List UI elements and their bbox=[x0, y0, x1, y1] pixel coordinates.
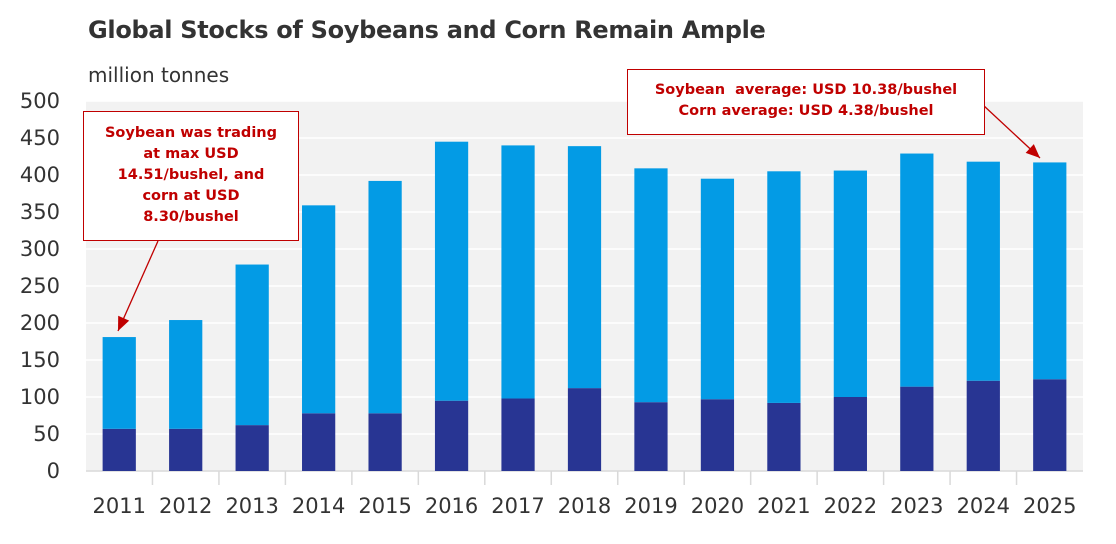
callout-2025-line: Soybean average: USD 10.38/bushel bbox=[654, 82, 958, 98]
arrow-2011-line bbox=[117, 240, 159, 332]
y-tick-label: 250 bbox=[20, 274, 60, 298]
x-tick-label: 2015 bbox=[358, 494, 411, 518]
bar-segment-bottom bbox=[833, 397, 867, 471]
y-tick-label: 500 bbox=[20, 89, 60, 113]
x-tick-label: 2022 bbox=[824, 494, 877, 518]
bar-segment-top bbox=[900, 153, 934, 387]
x-tick-label: 2012 bbox=[159, 494, 212, 518]
callout-2011-line: corn at USD bbox=[142, 188, 240, 204]
chart-title: Global Stocks of Soybeans and Corn Remai… bbox=[88, 16, 766, 44]
x-tick-label: 2019 bbox=[624, 494, 677, 518]
bar-segment-bottom bbox=[501, 398, 535, 471]
y-tick-label: 400 bbox=[20, 163, 60, 187]
x-tick-label: 2024 bbox=[957, 494, 1010, 518]
x-tick-label: 2018 bbox=[558, 494, 611, 518]
bar-segment-bottom bbox=[900, 386, 934, 471]
y-tick-label: 300 bbox=[20, 237, 60, 261]
bar-segment-bottom bbox=[634, 402, 668, 471]
callout-2011-line: at max USD bbox=[143, 146, 239, 162]
callout-arrows bbox=[117, 104, 1041, 332]
y-tick-label: 350 bbox=[20, 200, 60, 224]
arrow-2025-head bbox=[1025, 144, 1040, 158]
x-tick-label: 2014 bbox=[292, 494, 345, 518]
y-tick-label: 0 bbox=[47, 459, 60, 483]
bar-segment-top bbox=[169, 320, 203, 429]
bar-segment-bottom bbox=[966, 380, 1000, 471]
bar-segment-top bbox=[235, 264, 269, 426]
callout-2025: Soybean average: USD 10.38/bushel Corn a… bbox=[627, 69, 985, 135]
bar-segment-top bbox=[501, 145, 535, 399]
bar-segment-top bbox=[368, 180, 402, 414]
bar-segment-top bbox=[567, 146, 602, 389]
x-tick-label: 2023 bbox=[890, 494, 943, 518]
callout-2011-line: 8.30/bushel bbox=[143, 209, 239, 225]
bar-segment-bottom bbox=[767, 402, 801, 471]
y-axis: 0 50 100 150 200 250 300 350 400 450 500 bbox=[20, 89, 60, 483]
bar-segment-top bbox=[634, 168, 668, 403]
bar-segment-top bbox=[102, 337, 136, 429]
y-tick-label: 450 bbox=[20, 126, 60, 150]
bar-segment-top bbox=[1033, 162, 1067, 380]
callout-2011-line: 14.51/bushel, and bbox=[117, 167, 265, 183]
bar-segment-bottom bbox=[368, 413, 402, 471]
x-tick-label: 2011 bbox=[93, 494, 146, 518]
bars bbox=[102, 141, 1067, 471]
x-tick-label: 2025 bbox=[1023, 494, 1076, 518]
arrow-2011-head bbox=[118, 315, 130, 331]
bar-segment-bottom bbox=[434, 400, 469, 471]
bar-segment-top bbox=[767, 171, 801, 403]
x-tick-label: 2017 bbox=[491, 494, 544, 518]
x-tick-label: 2021 bbox=[757, 494, 810, 518]
bar-segment-top bbox=[833, 170, 867, 397]
x-tick-label: 2020 bbox=[691, 494, 744, 518]
bar-segment-top bbox=[302, 205, 336, 414]
bar-segment-bottom bbox=[235, 425, 269, 471]
bar-segment-bottom bbox=[1033, 379, 1067, 471]
callout-2011-line: Soybean was trading bbox=[104, 125, 277, 141]
x-tick-label: 2016 bbox=[425, 494, 478, 518]
bar-segment-bottom bbox=[169, 428, 203, 471]
unit-label: million tonnes bbox=[88, 63, 230, 87]
bar-segment-top bbox=[434, 141, 469, 401]
y-tick-label: 100 bbox=[20, 385, 60, 409]
x-axis: 2011 2012 2013 2014 2015 2016 2017 2018 2019 2020… bbox=[86, 470, 1083, 518]
y-tick-label: 200 bbox=[20, 311, 60, 335]
bar-segment-top bbox=[966, 161, 1000, 381]
x-tick-label: 2013 bbox=[225, 494, 278, 518]
bar-segment-bottom bbox=[700, 399, 735, 471]
callout-2025-line: Corn average: USD 4.38/bushel bbox=[678, 103, 934, 119]
callout-2011: Soybean was trading at max USD 14.51/bus… bbox=[83, 111, 299, 241]
bar-segment-bottom bbox=[102, 428, 136, 471]
bar-segment-bottom bbox=[567, 388, 602, 471]
bar-segment-bottom bbox=[302, 413, 336, 471]
bar-segment-top bbox=[700, 178, 735, 400]
y-tick-label: 50 bbox=[33, 422, 60, 446]
y-tick-label: 150 bbox=[20, 348, 60, 372]
